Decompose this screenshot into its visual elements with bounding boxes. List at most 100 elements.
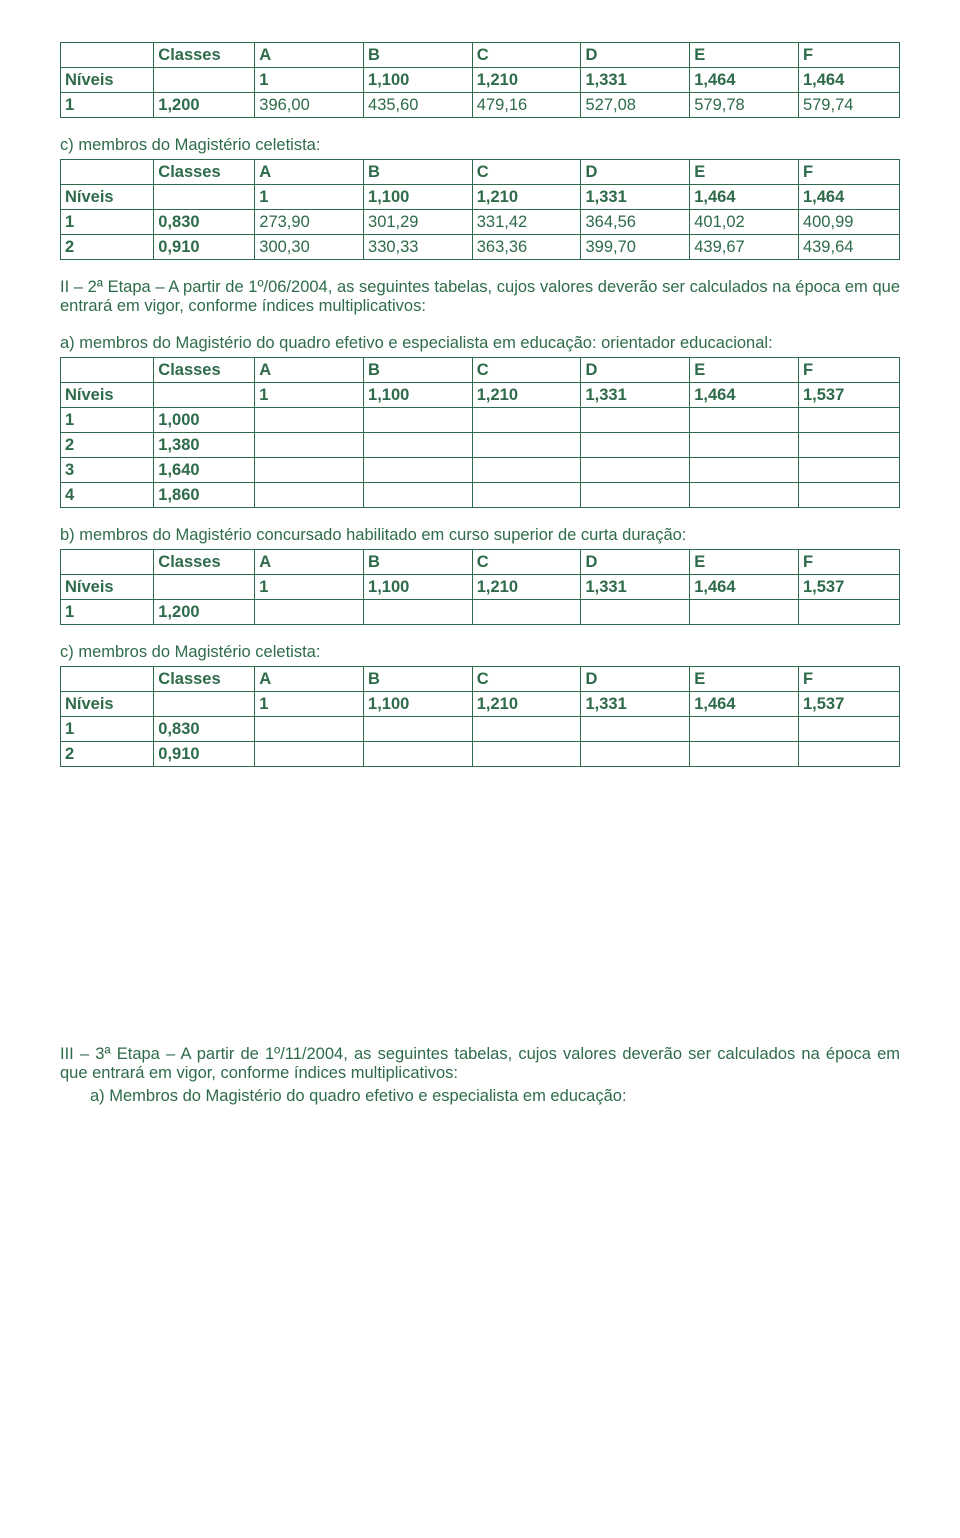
cell: A <box>255 667 364 692</box>
cell <box>581 600 690 625</box>
table-niveis-row: Níveis 1 1,100 1,210 1,331 1,464 1,537 <box>61 692 900 717</box>
cell <box>364 433 473 458</box>
cell <box>581 483 690 508</box>
cell: Níveis <box>61 383 154 408</box>
cell <box>472 742 581 767</box>
cell <box>255 433 364 458</box>
table-2: Classes A B C D E F Níveis 1 1,100 1,210… <box>60 159 900 260</box>
cell: 579,78 <box>690 93 799 118</box>
table-1: Classes A B C D E F Níveis 1 1,100 1,210… <box>60 42 900 118</box>
cell: 1 <box>61 93 154 118</box>
cell: B <box>364 358 473 383</box>
cell <box>61 550 154 575</box>
cell: 1,200 <box>154 600 255 625</box>
paragraph-c2: c) membros do Magistério celetista: <box>60 643 900 662</box>
cell: A <box>255 358 364 383</box>
cell <box>364 458 473 483</box>
table-header-row: Classes A B C D E F <box>61 43 900 68</box>
cell <box>255 483 364 508</box>
table-4: Classes A B C D E F Níveis 1 1,100 1,210… <box>60 549 900 625</box>
cell: Classes <box>154 43 255 68</box>
cell: 1,210 <box>472 68 581 93</box>
cell: Classes <box>154 358 255 383</box>
cell: F <box>798 160 899 185</box>
cell: B <box>364 550 473 575</box>
cell: C <box>472 43 581 68</box>
cell: 439,67 <box>690 235 799 260</box>
cell: 1 <box>255 185 364 210</box>
cell <box>798 742 899 767</box>
cell: 1,380 <box>154 433 255 458</box>
cell <box>255 742 364 767</box>
cell: 1,100 <box>364 185 473 210</box>
cell <box>581 742 690 767</box>
cell: 1,331 <box>581 575 690 600</box>
cell <box>581 408 690 433</box>
cell: 1,100 <box>364 692 473 717</box>
table-row: 2 1,380 <box>61 433 900 458</box>
cell <box>690 742 799 767</box>
table-row: 1 1,200 396,00 435,60 479,16 527,08 579,… <box>61 93 900 118</box>
cell: C <box>472 358 581 383</box>
cell: 1,537 <box>798 575 899 600</box>
cell <box>472 483 581 508</box>
cell: 1 <box>255 68 364 93</box>
cell: 1 <box>61 210 154 235</box>
paragraph-c1: c) membros do Magistério celetista: <box>60 136 900 155</box>
cell: 1 <box>61 408 154 433</box>
cell <box>154 575 255 600</box>
table-row: 2 0,910 <box>61 742 900 767</box>
table-3: Classes A B C D E F Níveis 1 1,100 1,210… <box>60 357 900 508</box>
cell: Classes <box>154 160 255 185</box>
cell: D <box>581 550 690 575</box>
cell: 399,70 <box>581 235 690 260</box>
cell <box>581 433 690 458</box>
cell: 0,910 <box>154 742 255 767</box>
cell: C <box>472 160 581 185</box>
table-row: 3 1,640 <box>61 458 900 483</box>
paragraph-iii-a: a) Membros do Magistério do quadro efeti… <box>60 1087 900 1106</box>
cell: 1,464 <box>798 185 899 210</box>
cell <box>61 43 154 68</box>
cell: E <box>690 358 799 383</box>
cell: Classes <box>154 667 255 692</box>
cell <box>690 433 799 458</box>
cell: 331,42 <box>472 210 581 235</box>
cell <box>798 717 899 742</box>
cell: 479,16 <box>472 93 581 118</box>
table-header-row: Classes A B C D E F <box>61 550 900 575</box>
cell: Níveis <box>61 692 154 717</box>
cell <box>61 160 154 185</box>
cell: 1,464 <box>798 68 899 93</box>
cell: 273,90 <box>255 210 364 235</box>
cell <box>364 408 473 433</box>
cell: Níveis <box>61 68 154 93</box>
table-niveis-row: Níveis 1 1,100 1,210 1,331 1,464 1,464 <box>61 185 900 210</box>
cell: 1,464 <box>690 68 799 93</box>
cell: Níveis <box>61 575 154 600</box>
cell: 1,331 <box>581 185 690 210</box>
cell <box>154 68 255 93</box>
cell: 2 <box>61 742 154 767</box>
cell: 1,464 <box>690 383 799 408</box>
cell: Classes <box>154 550 255 575</box>
cell: 0,830 <box>154 210 255 235</box>
cell <box>472 600 581 625</box>
cell: 1,210 <box>472 692 581 717</box>
cell: 1,000 <box>154 408 255 433</box>
cell: E <box>690 160 799 185</box>
cell: 1,464 <box>690 185 799 210</box>
cell: 2 <box>61 433 154 458</box>
cell: E <box>690 667 799 692</box>
cell <box>364 600 473 625</box>
cell <box>472 408 581 433</box>
vertical-spacer <box>60 785 900 1045</box>
table-row: 4 1,860 <box>61 483 900 508</box>
cell: 1,331 <box>581 383 690 408</box>
cell <box>154 692 255 717</box>
paragraph-ii-a: a) membros do Magistério do quadro efeti… <box>60 334 900 353</box>
cell <box>154 185 255 210</box>
paragraph-ii: II – 2ª Etapa – A partir de 1º/06/2004, … <box>60 278 900 316</box>
cell: A <box>255 43 364 68</box>
table-row: 1 1,000 <box>61 408 900 433</box>
